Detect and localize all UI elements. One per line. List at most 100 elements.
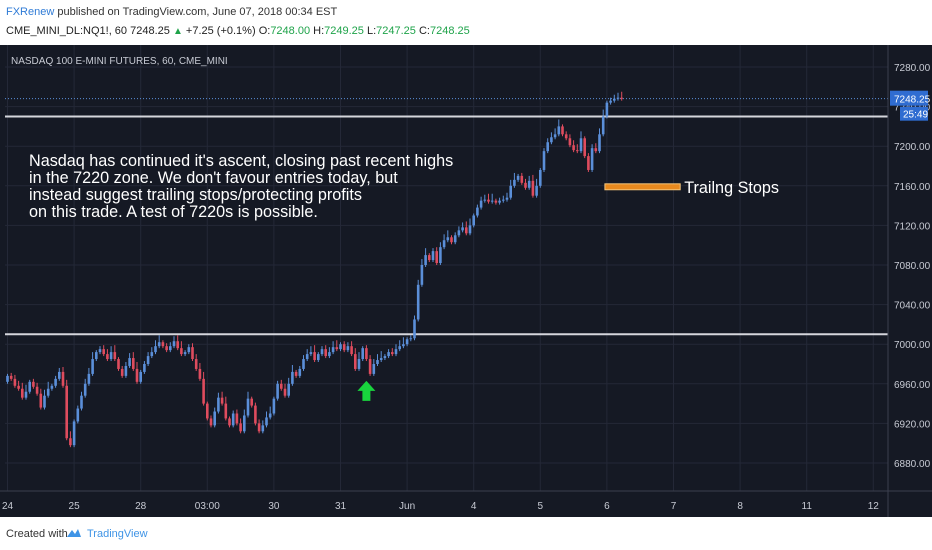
candle-body	[276, 383, 279, 399]
time-tick-label: Jun	[399, 501, 415, 512]
annotations: Nasdaq has continued it's ascent, closin…	[29, 152, 779, 401]
candle-body	[490, 200, 494, 202]
candle-body	[150, 352, 154, 357]
candle-body	[265, 417, 268, 426]
candle-body	[516, 175, 520, 180]
author-link[interactable]: FXRenew	[6, 6, 55, 18]
candle-body	[120, 368, 124, 376]
time-tick-label: 7	[671, 501, 677, 512]
candle-body	[535, 185, 538, 196]
tradingview-link[interactable]: TradingView	[87, 528, 148, 540]
candle-body	[113, 352, 117, 360]
candle-body	[309, 352, 313, 355]
candle-body	[527, 180, 531, 188]
o-value: 7248.00	[270, 25, 311, 37]
candle-body	[261, 425, 265, 432]
price-axis[interactable]: 6880.00 6920.00 6960.00 7000.00 7040.00 7080.…	[890, 63, 931, 470]
candle-body	[246, 398, 250, 416]
candle-body	[250, 398, 253, 406]
candle-body	[43, 395, 46, 408]
candle-body	[413, 319, 416, 339]
l-label: L:	[366, 25, 377, 37]
footer: Created with TradingView	[0, 517, 932, 550]
candle-body	[95, 352, 98, 360]
candle-body	[331, 347, 335, 353]
candle-body	[502, 199, 505, 201]
candle-body	[416, 284, 420, 320]
last-value: 7248.25	[130, 25, 170, 37]
candle-body	[424, 255, 427, 265]
candle-body	[132, 358, 135, 369]
candle-body	[587, 156, 590, 170]
candle-body	[398, 346, 401, 350]
candle-body	[124, 365, 128, 376]
h-value: 7249.25	[324, 25, 364, 37]
candle-body	[394, 349, 398, 355]
candle-body	[346, 346, 350, 351]
candle-body	[283, 388, 287, 396]
c-label: C:	[418, 25, 430, 37]
candle-body	[539, 169, 542, 186]
candle-body	[468, 225, 472, 234]
trailing-stops-label: Trailng Stops	[684, 179, 779, 197]
candle-body	[387, 352, 390, 357]
candle-body	[280, 383, 283, 389]
candle-body	[80, 395, 83, 409]
candle-body	[206, 403, 209, 419]
candle-body	[576, 150, 579, 152]
publish-info: FXRenew published on TradingView.com, Ju…	[6, 6, 337, 18]
header: FXRenew published on TradingView.com, Ju…	[0, 0, 932, 45]
candle-body	[505, 197, 509, 200]
time-axis[interactable]: 24 25 28 03:00 30 31 Jun 4 5 6 7 8 11 12	[2, 501, 879, 512]
candle-body	[365, 348, 368, 360]
candle-body	[564, 134, 568, 139]
buy-arrow-icon	[357, 380, 376, 401]
up-triangle-icon: ▲	[172, 26, 183, 37]
candle-body	[32, 381, 35, 387]
candle-body	[305, 354, 309, 360]
price-tick-label: 7120.00	[894, 221, 931, 232]
candle-body	[590, 148, 594, 170]
candle-body	[442, 240, 446, 248]
candle-body	[54, 378, 57, 386]
candle-body	[224, 403, 228, 419]
candle-body	[235, 413, 239, 424]
price-tick-label: 6880.00	[894, 459, 931, 470]
created-with-text: Created with	[6, 528, 68, 540]
price-chart[interactable]: Nasdaq has continued it's ascent, closin…	[0, 45, 932, 517]
candle-body	[39, 393, 43, 408]
candle-body	[83, 383, 87, 396]
candle-body	[161, 342, 165, 347]
candle-body	[65, 385, 68, 439]
candle-body	[135, 368, 139, 382]
candle-body	[58, 371, 61, 379]
candle-body	[457, 230, 461, 236]
candle-body	[320, 349, 324, 355]
candle-body	[342, 344, 346, 351]
candle-body	[409, 338, 413, 340]
candle-body	[17, 385, 20, 389]
price-tick-label: 7000.00	[894, 340, 931, 351]
candle-body	[487, 199, 490, 202]
time-tick-label: 8	[737, 501, 743, 512]
candle-body	[69, 438, 72, 446]
change-value: +7.25 (+0.1%)	[185, 25, 256, 37]
candle-body	[328, 352, 331, 357]
candle-body	[87, 373, 91, 384]
candle-body	[601, 116, 605, 135]
time-tick-label: 12	[868, 501, 880, 512]
l-value: 7247.25	[376, 25, 416, 37]
countdown-label: 25:49	[903, 110, 928, 121]
time-tick-label: 24	[2, 501, 14, 512]
time-tick-label: 5	[538, 501, 544, 512]
candle-body	[313, 352, 316, 361]
candle-body	[35, 386, 39, 394]
candle-body	[431, 251, 435, 261]
candle-body	[194, 359, 198, 369]
candle-body	[117, 359, 120, 369]
candle-body	[272, 398, 276, 414]
symbol-info: CME_MINI_DL:NQ1!, 60 7248.25 ▲ +7.25 (+0…	[6, 25, 470, 37]
candle-body	[494, 200, 498, 203]
candle-body	[317, 354, 320, 361]
last-price-label: 7248.25	[894, 95, 931, 106]
